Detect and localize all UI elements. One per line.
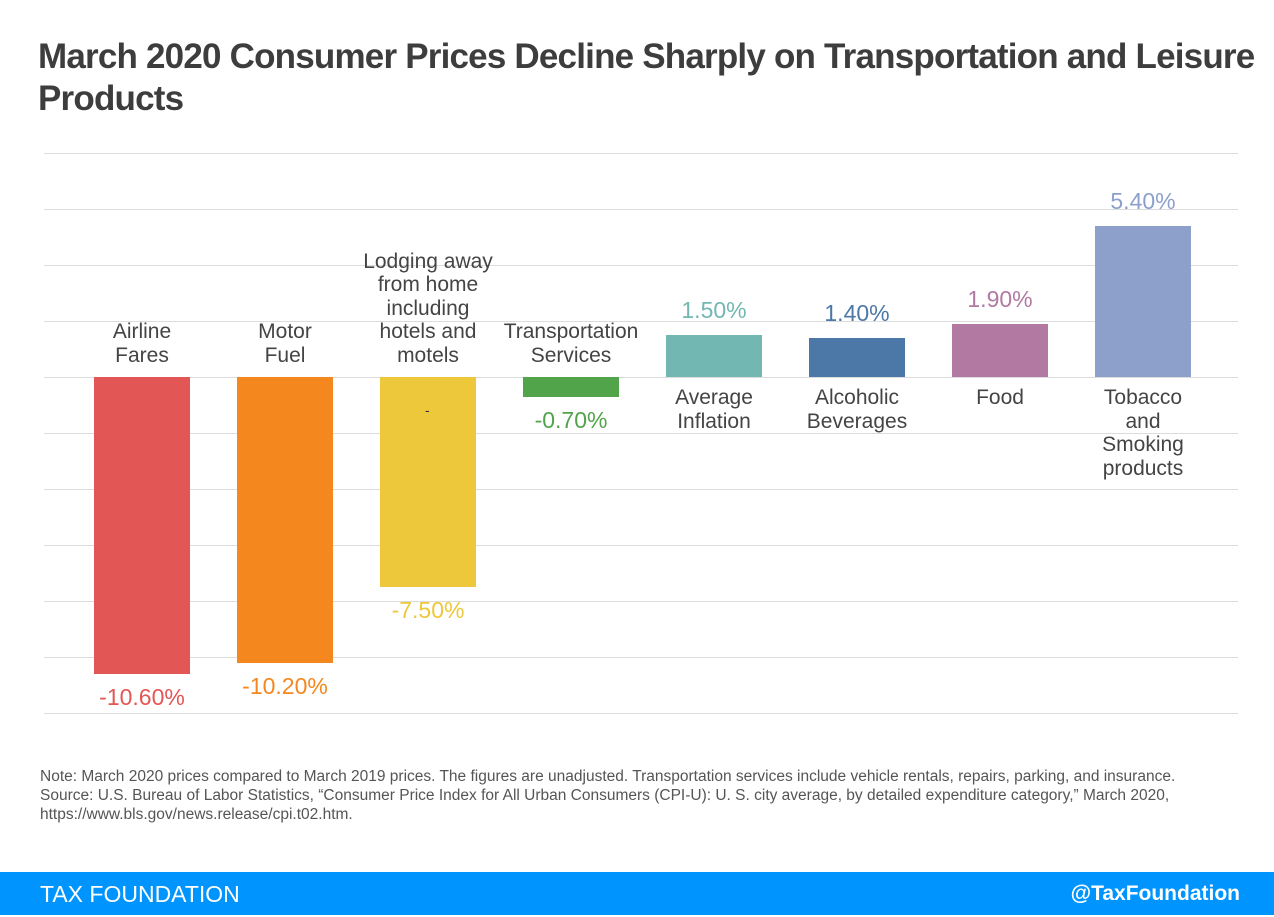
value-label: -0.70% — [534, 406, 608, 433]
bar — [809, 337, 905, 377]
value-label: -10.60% — [99, 683, 185, 710]
gridline — [44, 713, 1238, 714]
gridline — [44, 321, 1238, 322]
bar-chart: Airline Fares -10.60% Motor Fuel -10.20% Lod… — [44, 153, 1238, 714]
value-label: 1.40% — [824, 299, 890, 326]
gridline — [44, 545, 1238, 546]
gridline — [44, 433, 1238, 434]
bar — [666, 335, 762, 377]
chart-title: March 2020 Consumer Prices Decline Sharp… — [38, 37, 1255, 118]
value-label: 1.50% — [681, 297, 747, 323]
category-label: Food — [976, 386, 1024, 409]
footer-bar: TAX FOUNDATION @TaxFoundation — [0, 872, 1274, 915]
gridline — [44, 657, 1238, 658]
bar — [523, 377, 619, 397]
gridline — [44, 377, 1238, 378]
chart-notes: Note: March 2020 prices compared to Marc… — [40, 767, 1240, 824]
bar — [380, 377, 476, 587]
category-label: Motor Fuel — [258, 320, 312, 367]
value-label: 5.40% — [1110, 187, 1176, 214]
category-label: Transportation Services — [503, 320, 639, 367]
brand-logo: TAX FOUNDATION — [40, 881, 240, 907]
twitter-handle[interactable]: @TaxFoundation — [1070, 882, 1240, 905]
category-label: Tobacco and Smoking products — [1102, 386, 1184, 480]
gridline — [44, 601, 1238, 602]
bar — [952, 323, 1048, 377]
bar — [237, 377, 333, 663]
value-label: -10.20% — [242, 672, 328, 699]
gridline — [44, 153, 1238, 154]
bar — [1095, 225, 1191, 377]
gridline — [44, 265, 1238, 266]
gridline — [44, 209, 1238, 210]
category-label: Airline Fares — [112, 320, 172, 367]
source-text: Source: U.S. Bureau of Labor Statistics,… — [40, 787, 1170, 823]
bar — [94, 377, 190, 674]
note-text: Note: March 2020 prices compared to Marc… — [40, 768, 1176, 785]
category-label: Lodging away from home including hotels … — [363, 249, 493, 367]
value-label: -7.50% — [391, 597, 465, 623]
gridline — [44, 489, 1238, 490]
category-label: Average Inflation — [675, 386, 753, 433]
category-label: Alcoholic Beverages — [806, 386, 908, 433]
annotation-dash: - — [425, 402, 430, 418]
value-label: 1.90% — [967, 285, 1033, 312]
